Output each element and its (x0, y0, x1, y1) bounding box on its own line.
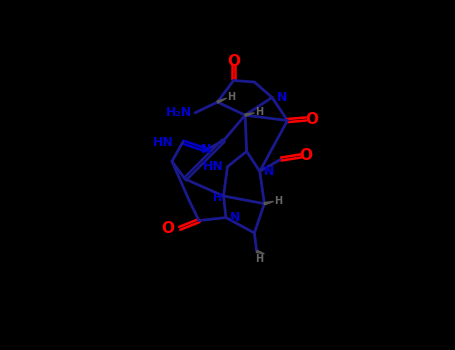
Text: HN: HN (153, 135, 173, 149)
Polygon shape (217, 98, 227, 103)
Text: HN: HN (203, 160, 223, 173)
Text: N: N (230, 211, 240, 224)
Text: O: O (305, 112, 318, 126)
Text: H: H (255, 107, 263, 117)
Text: H: H (213, 193, 222, 203)
Text: H: H (227, 92, 235, 103)
Text: N: N (264, 165, 275, 178)
Text: H: H (274, 196, 282, 205)
Text: N: N (201, 142, 211, 155)
Text: O: O (161, 221, 174, 236)
Text: H₂N: H₂N (166, 106, 192, 119)
Polygon shape (256, 250, 264, 254)
Text: O: O (299, 148, 313, 163)
Text: N: N (277, 91, 287, 104)
Polygon shape (245, 113, 254, 116)
Polygon shape (264, 201, 273, 205)
Text: O: O (227, 54, 240, 69)
Text: H: H (255, 254, 263, 264)
